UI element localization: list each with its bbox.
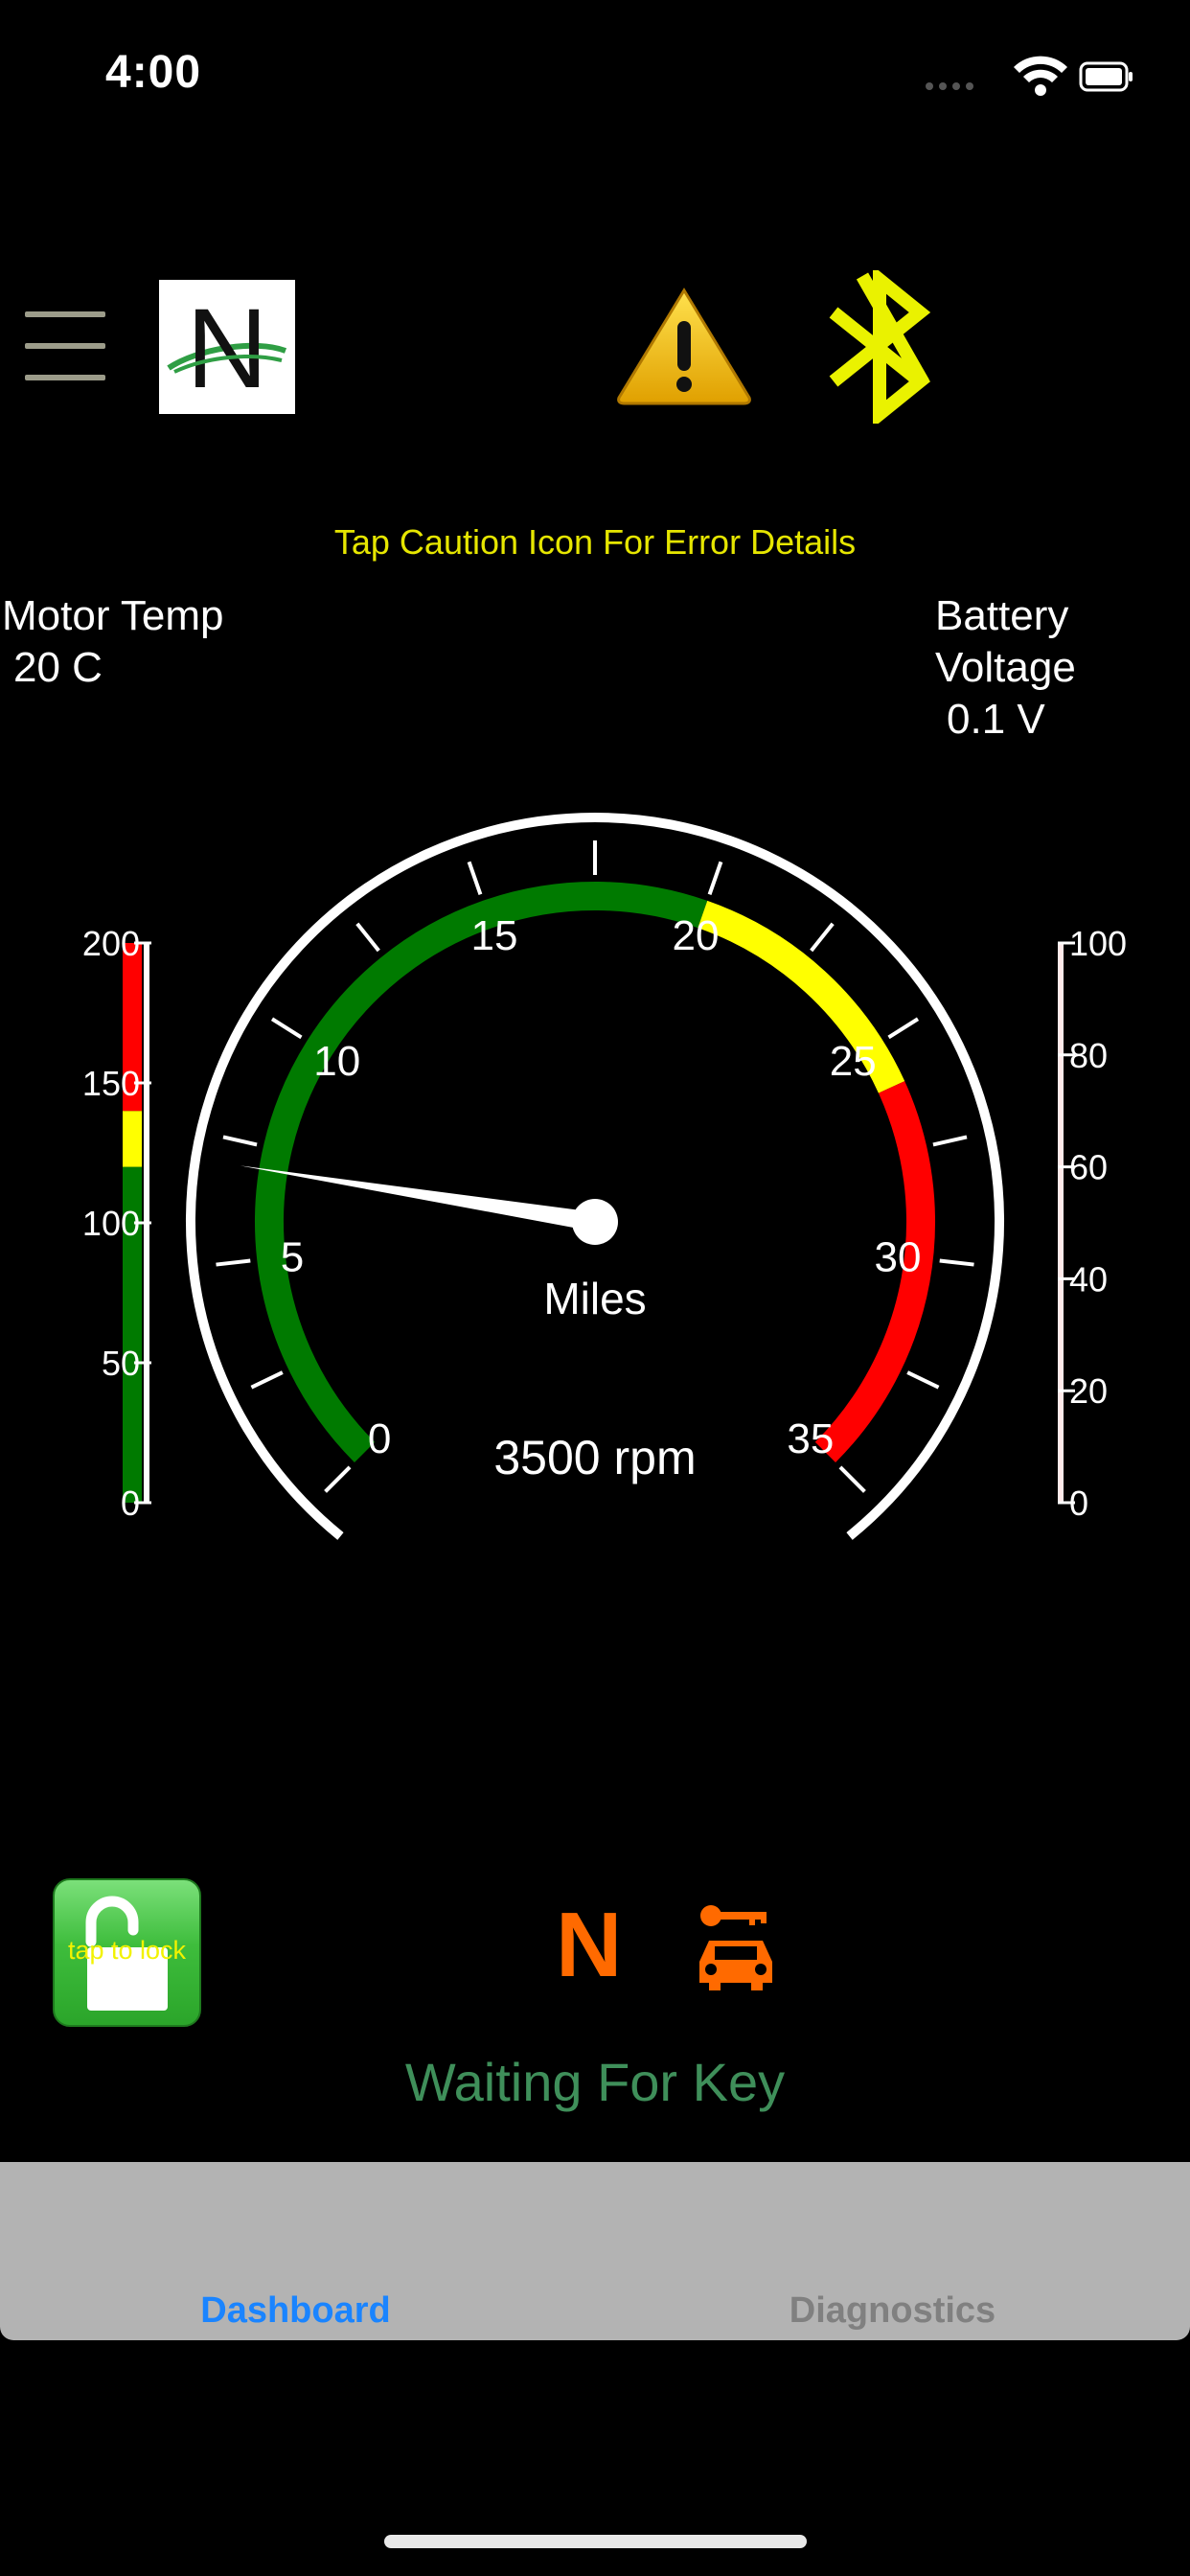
tab-bar: Dashboard Diagnostics <box>0 2162 1190 2340</box>
motor-temp-title: Motor Temp <box>2 592 224 639</box>
temp-zone-1 <box>123 1111 142 1167</box>
gauge-tick-label: 30 <box>875 1234 922 1281</box>
gauge-tick <box>932 1135 968 1147</box>
bluetooth-disconnected-icon[interactable] <box>824 265 939 428</box>
temp-tick-label: 100 <box>82 1204 140 1243</box>
key-status-message: Waiting For Key <box>404 2052 786 2112</box>
gauge-tick <box>270 1017 303 1040</box>
gauge-unit-label: Miles <box>543 1274 646 1323</box>
lock-button[interactable]: tap to lock <box>53 1878 201 2027</box>
voltage-tick-label: 100 <box>1069 924 1127 963</box>
gauge-needle <box>240 1165 618 1245</box>
caution-icon[interactable] <box>613 283 755 407</box>
gauge-outer-ring <box>186 813 1004 1540</box>
temp-tick-label: 0 <box>121 1484 140 1523</box>
gauge-tick-label: 20 <box>673 912 720 959</box>
cellular-signal-icon <box>926 82 973 90</box>
lock-button-label: tap to lock <box>67 1936 187 1965</box>
temp-zone-2 <box>123 943 142 1112</box>
gear-indicator: N <box>556 1894 623 1996</box>
temp-zone-0 <box>123 1166 142 1503</box>
battery-voltage-value: 0.1 V <box>947 696 1045 743</box>
battery-title-line2: Voltage <box>935 644 1076 691</box>
battery-voltage-readout: Battery Voltage 0.1 V <box>935 590 1076 746</box>
gauge-tick <box>810 922 835 953</box>
gauge-tick <box>707 861 723 895</box>
temp-tick-label: 50 <box>102 1344 140 1383</box>
gauge-tick <box>222 1135 258 1147</box>
gauge-tick-label: 15 <box>470 912 517 959</box>
unlocked-padlock-icon <box>85 1896 168 2011</box>
gauge-zone-2 <box>814 1081 935 1463</box>
gauge-tick <box>939 1258 974 1267</box>
battery-title-line1: Battery <box>935 592 1069 639</box>
gauge-tick-label: 35 <box>787 1415 834 1462</box>
needle-hub <box>572 1199 618 1245</box>
gauge-tick <box>216 1258 251 1267</box>
status-indicators <box>922 54 1133 100</box>
speed-dial: 0 5 10 15 20 25 30 35 <box>186 813 1004 1540</box>
gauge-tick-label: 5 <box>281 1234 304 1281</box>
gauge-tick <box>887 1017 920 1040</box>
caution-hint-text: Tap Caution Icon For Error Details <box>333 522 857 562</box>
home-indicator[interactable] <box>384 2535 807 2548</box>
rpm-readout: 3500 rpm <box>493 1431 696 1484</box>
brand-logo: N <box>159 280 295 414</box>
gauge-zone-0 <box>255 882 708 1463</box>
voltage-tick-label: 20 <box>1069 1371 1108 1411</box>
temp-tick-label: 150 <box>82 1064 140 1103</box>
gauge-tick <box>906 1370 940 1390</box>
gauge-tick-label: 0 <box>368 1415 391 1462</box>
gauge-tick <box>838 1465 866 1493</box>
gauge-tick <box>324 1465 352 1493</box>
tab-diagnostics[interactable]: Diagnostics <box>789 2290 996 2331</box>
battery-icon <box>1079 61 1133 92</box>
gauge-tick-label: 25 <box>830 1038 877 1085</box>
gauge-tick <box>467 861 483 895</box>
motor-temp-readout: Motor Temp 20 C <box>2 590 224 694</box>
motor-temp-bar: 200 150 100 50 0 <box>82 924 151 1523</box>
status-time: 4:00 <box>105 47 202 98</box>
voltage-tick-label: 0 <box>1069 1484 1088 1523</box>
temp-tick-label: 200 <box>82 924 140 963</box>
wifi-icon <box>1014 56 1067 96</box>
menu-icon[interactable] <box>25 311 107 380</box>
voltage-tick-label: 40 <box>1069 1259 1108 1299</box>
gauge-tick-label: 10 <box>313 1038 360 1085</box>
gauge-tick <box>250 1370 284 1390</box>
gauge-tick <box>355 922 380 953</box>
battery-voltage-bar: 100 80 60 40 20 0 <box>1058 924 1127 1523</box>
voltage-tick-label: 80 <box>1069 1036 1108 1075</box>
needle-pointer <box>240 1165 597 1231</box>
tab-dashboard[interactable]: Dashboard <box>200 2290 391 2331</box>
gauge-zone-1 <box>698 900 905 1093</box>
voltage-tick-label: 60 <box>1069 1148 1108 1187</box>
motor-temp-value: 20 C <box>13 644 103 691</box>
svg-text:N: N <box>186 286 267 412</box>
car-key-icon <box>692 1902 780 1994</box>
